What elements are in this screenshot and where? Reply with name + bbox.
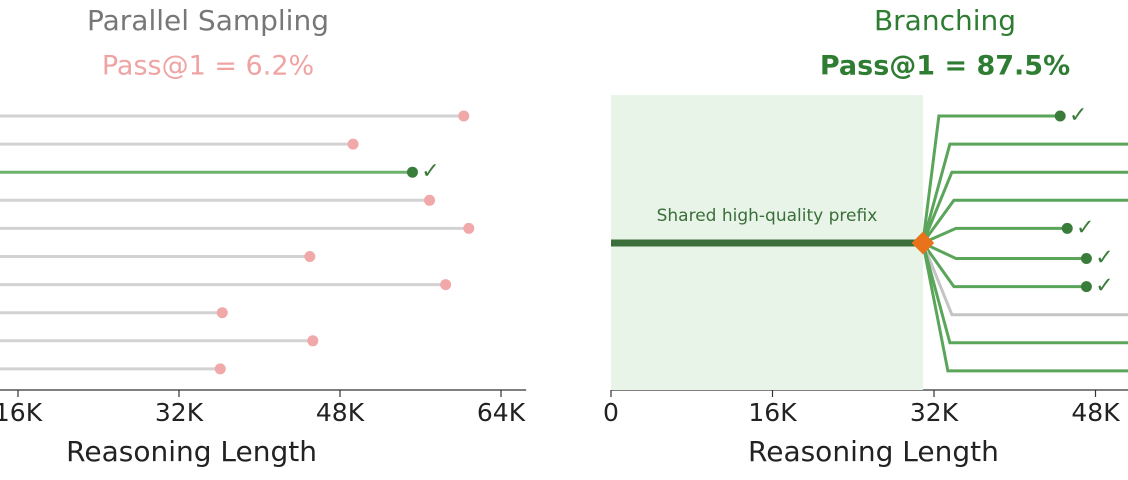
panel-title: Parallel Sampling: [87, 4, 329, 37]
check-mark: ✓: [1076, 215, 1094, 240]
panel-title: Branching: [874, 4, 1016, 37]
sample-end: [216, 307, 228, 319]
x-tick-label: 48K: [1071, 398, 1120, 427]
sample-end: [307, 335, 319, 347]
x-tick-label: 64K: [477, 398, 526, 427]
panel-subtitle: Pass@1 = 87.5%: [820, 51, 1070, 82]
branch-line: [921, 142, 1128, 244]
x-tick-label: 48K: [316, 398, 365, 427]
sample-end: [347, 138, 359, 150]
branch-end: [1054, 110, 1066, 122]
branch-line: [922, 241, 1087, 260]
branch-line: [921, 170, 1128, 244]
branch-line: [921, 114, 1061, 244]
x-tick-label: 32K: [155, 398, 204, 427]
branch-end: [1061, 222, 1073, 234]
check-mark: ✓: [1095, 246, 1113, 271]
x-axis-label: Reasoning Length: [748, 435, 999, 468]
branch-line: [921, 198, 1128, 244]
branch-line: [921, 242, 1128, 373]
x-tick-label: 0: [603, 398, 619, 427]
sample-end: [424, 194, 436, 206]
branch-line: [921, 242, 1128, 345]
sample-end: [458, 110, 470, 122]
check-mark: ✓: [1069, 103, 1087, 128]
check-mark: ✓: [1095, 274, 1113, 299]
x-tick-label: 16K: [0, 398, 43, 427]
x-axis-label: Reasoning Length: [66, 435, 317, 468]
branch-line: [922, 226, 1068, 245]
branch-line: [921, 242, 1128, 317]
sample-end: [406, 166, 418, 178]
branch-line: [921, 242, 1087, 289]
x-tick-label: 16K: [748, 398, 797, 427]
sample-end: [214, 363, 226, 375]
sample-end: [304, 251, 316, 262]
sample-end: [440, 279, 452, 291]
branch-end: [1080, 253, 1092, 264]
branch-end: [1080, 281, 1092, 293]
panel-subtitle: Pass@1 = 6.2%: [102, 51, 314, 82]
prefix-label: Shared high-quality prefix: [657, 206, 878, 226]
sample-end: [463, 222, 475, 234]
x-tick-label: 32K: [910, 398, 959, 427]
check-mark: ✓: [421, 159, 439, 184]
